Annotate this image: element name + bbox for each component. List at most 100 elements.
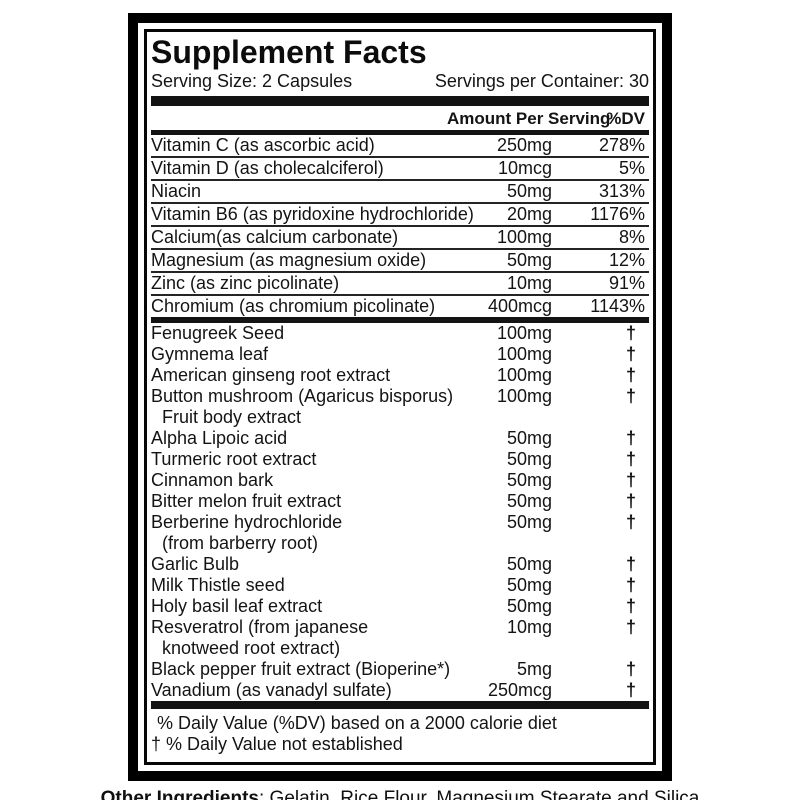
botanical-name: Cinnamon bark bbox=[151, 470, 274, 490]
botanical-amount: 100mg bbox=[496, 365, 552, 385]
nutrient-row: Zinc (as zinc picolinate) 10mg 91% bbox=[151, 271, 649, 294]
botanical-name: Fenugreek Seed bbox=[151, 323, 285, 343]
botanical-name: Black pepper fruit extract (Bioperine*) bbox=[151, 659, 451, 679]
nutrient-amount: 10mcg bbox=[497, 158, 552, 178]
botanical-amount: 50mg bbox=[506, 575, 552, 595]
botanical-amount: 250mcg bbox=[487, 680, 552, 700]
botanical-dv-dagger: † bbox=[625, 575, 636, 595]
nutrient-name: Chromium (as chromium picolinate) bbox=[151, 296, 436, 316]
nutrient-row: Niacin 50mg 313% bbox=[151, 179, 649, 202]
nutrient-amount: 400mcg bbox=[487, 296, 552, 316]
divider-above-footnotes bbox=[151, 701, 649, 709]
botanical-dv-dagger: † bbox=[625, 659, 636, 679]
nutrient-name: Vitamin C (as ascorbic acid) bbox=[151, 135, 375, 155]
divider-section bbox=[151, 317, 649, 323]
botanical-name-continuation: (from barberry root) bbox=[162, 533, 319, 553]
nutrient-dv: 91% bbox=[608, 273, 645, 293]
botanical-name: American ginseng root extract bbox=[151, 365, 391, 385]
botanical-row: American ginseng root extract 100mg † bbox=[151, 365, 649, 386]
other-ingredients-text: Other Ingredients: Gelatin, Rice Flour, … bbox=[0, 788, 800, 800]
servings-per-container-text: Servings per Container: 30 bbox=[434, 71, 649, 91]
botanical-row: Button mushroom (Agaricus bisporus) 100m… bbox=[151, 386, 649, 428]
botanical-row: Turmeric root extract 50mg † bbox=[151, 449, 649, 470]
botanical-row: Bitter melon fruit extract 50mg † bbox=[151, 491, 649, 512]
botanical-dv-dagger: † bbox=[625, 617, 636, 637]
botanical-row: Gymnema leaf 100mg † bbox=[151, 344, 649, 365]
botanical-name: Gymnema leaf bbox=[151, 344, 269, 364]
botanical-name-continuation: Fruit body extract bbox=[162, 407, 302, 427]
nutrient-amount: 10mg bbox=[506, 273, 552, 293]
botanical-row: Resveratrol (from japanese 10mg † knotwe… bbox=[151, 617, 649, 659]
botanical-row: Holy basil leaf extract 50mg † bbox=[151, 596, 649, 617]
botanical-amount: 50mg bbox=[506, 554, 552, 574]
botanical-name: Button mushroom (Agaricus bisporus) bbox=[151, 386, 454, 406]
botanical-amount: 10mg bbox=[506, 617, 552, 637]
botanical-amount: 100mg bbox=[496, 386, 552, 406]
botanical-row: Garlic Bulb 50mg † bbox=[151, 554, 649, 575]
botanical-row: Fenugreek Seed 100mg † bbox=[151, 323, 649, 344]
footnote-text: † % Daily Value not established bbox=[151, 734, 403, 754]
supplement-facts-panel: Supplement Facts Serving Size: 2 Capsule… bbox=[144, 29, 656, 765]
nutrient-row: Vitamin B6 (as pyridoxine hydrochloride)… bbox=[151, 202, 649, 225]
botanical-dv-dagger: † bbox=[625, 680, 636, 700]
nutrient-dv: 1143% bbox=[590, 296, 645, 316]
supplement-facts-label: Supplement Facts Serving Size: 2 Capsule… bbox=[128, 13, 672, 781]
nutrient-name: Vitamin B6 (as pyridoxine hydrochloride) bbox=[151, 204, 474, 224]
other-ingredients-value: : Gelatin, Rice Flour, Magnesium Stearat… bbox=[258, 788, 700, 800]
botanical-row: Berberine hydrochloride 50mg † (from bar… bbox=[151, 512, 649, 554]
botanical-rows: Fenugreek Seed 100mg † Gymnema leaf 100m… bbox=[151, 323, 649, 701]
botanical-dv-dagger: † bbox=[625, 596, 636, 616]
botanical-dv-dagger: † bbox=[625, 554, 636, 574]
botanical-dv-dagger: † bbox=[625, 449, 636, 469]
other-ingredients-label: Other Ingredients bbox=[100, 788, 259, 800]
botanical-name: Resveratrol (from japanese bbox=[151, 617, 369, 637]
botanical-row: Black pepper fruit extract (Bioperine*) … bbox=[151, 659, 649, 680]
divider-under-headers bbox=[151, 130, 649, 135]
botanical-dv-dagger: † bbox=[625, 491, 636, 511]
botanical-name: Vanadium (as vanadyl sulfate) bbox=[151, 680, 392, 700]
nutrient-dv: 8% bbox=[618, 227, 645, 247]
nutrient-name: Magnesium (as magnesium oxide) bbox=[151, 250, 427, 270]
footnote-text: % Daily Value (%DV) based on a 2000 calo… bbox=[157, 713, 557, 733]
botanical-row: Cinnamon bark 50mg † bbox=[151, 470, 649, 491]
botanical-name: Holy basil leaf extract bbox=[151, 596, 323, 616]
nutrient-row: Vitamin C (as ascorbic acid) 250mg 278% bbox=[151, 135, 649, 156]
nutrient-dv: 12% bbox=[608, 250, 645, 270]
nutrient-dv: 278% bbox=[598, 135, 645, 155]
botanical-amount: 50mg bbox=[506, 491, 552, 511]
botanical-row: Alpha Lipoic acid 50mg † bbox=[151, 428, 649, 449]
botanical-amount: 50mg bbox=[506, 428, 552, 448]
vitamin-rows: Vitamin C (as ascorbic acid) 250mg 278% … bbox=[151, 135, 649, 317]
botanical-amount: 50mg bbox=[506, 596, 552, 616]
nutrient-amount: 50mg bbox=[506, 181, 552, 201]
nutrient-dv: 313% bbox=[598, 181, 645, 201]
botanical-name: Alpha Lipoic acid bbox=[151, 428, 288, 448]
nutrient-amount: 20mg bbox=[506, 204, 552, 224]
serving-size-text: Serving Size: 2 Capsules bbox=[151, 71, 353, 91]
nutrient-dv: 1176% bbox=[590, 204, 645, 224]
nutrient-dv: 5% bbox=[618, 158, 645, 178]
nutrient-row: Calcium(as calcium carbonate) 100mg 8% bbox=[151, 225, 649, 248]
column-header-dv: %DV bbox=[606, 109, 645, 128]
botanical-amount: 5mg bbox=[516, 659, 552, 679]
botanical-amount: 50mg bbox=[506, 449, 552, 469]
botanical-amount: 100mg bbox=[496, 323, 552, 343]
nutrient-name: Niacin bbox=[151, 181, 202, 201]
botanical-name-continuation: knotweed root extract) bbox=[162, 638, 341, 658]
botanical-dv-dagger: † bbox=[625, 365, 636, 385]
nutrient-name: Zinc (as zinc picolinate) bbox=[151, 273, 340, 293]
botanical-dv-dagger: † bbox=[625, 512, 636, 532]
nutrient-amount: 50mg bbox=[506, 250, 552, 270]
botanical-row: Milk Thistle seed 50mg † bbox=[151, 575, 649, 596]
page-title: Supplement Facts bbox=[151, 34, 427, 70]
botanical-row: Vanadium (as vanadyl sulfate) 250mcg † bbox=[151, 680, 649, 701]
column-header-amount: Amount Per Serving bbox=[447, 109, 611, 128]
nutrient-row: Magnesium (as magnesium oxide) 50mg 12% bbox=[151, 248, 649, 271]
botanical-dv-dagger: † bbox=[625, 470, 636, 490]
botanical-dv-dagger: † bbox=[625, 323, 636, 343]
footnotes: % Daily Value (%DV) based on a 2000 calo… bbox=[151, 709, 649, 757]
nutrient-name: Calcium(as calcium carbonate) bbox=[151, 227, 399, 247]
serving-info: Serving Size: 2 Capsules Servings per Co… bbox=[151, 71, 649, 92]
column-headers: Amount Per Serving %DV bbox=[151, 106, 649, 130]
botanical-dv-dagger: † bbox=[625, 428, 636, 448]
